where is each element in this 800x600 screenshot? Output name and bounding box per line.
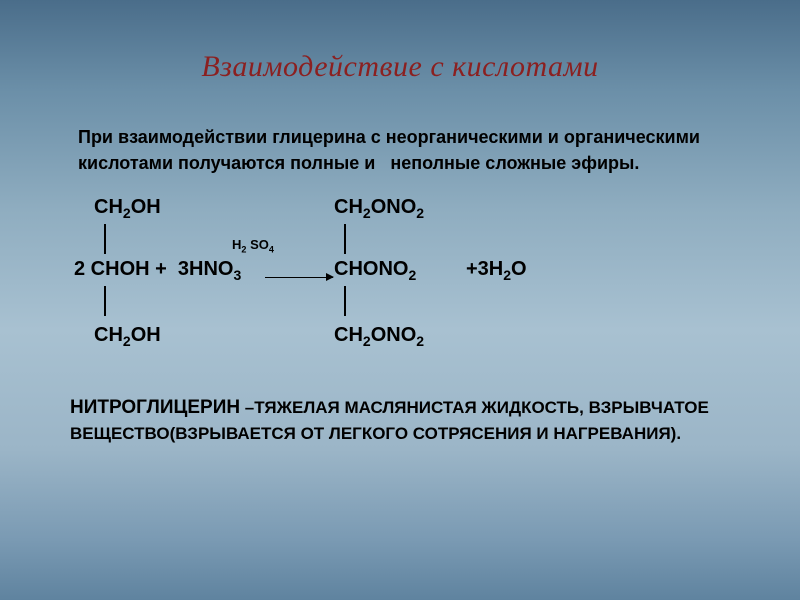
equation-block: CH2OH CH2ONO2 Н2 SO4 2 CHOH + 3HNO3 CHON… bbox=[48, 192, 752, 352]
catalyst-label: Н2 SO4 bbox=[232, 237, 274, 255]
bond-icon bbox=[104, 224, 106, 254]
eq-row-bond-2 bbox=[74, 286, 752, 316]
slide: Взаимодействие с кислотами При взаимодей… bbox=[0, 0, 800, 466]
product-top: CH2ONO2 bbox=[334, 196, 452, 221]
product-mid: CHONO2 bbox=[334, 258, 452, 283]
eq-row-1: CH2OH CH2ONO2 bbox=[74, 192, 752, 224]
slide-title: Взаимодействие с кислотами bbox=[48, 50, 752, 84]
glycerol-bottom: CH2OH bbox=[94, 324, 192, 349]
bond-cell bbox=[334, 286, 452, 316]
bond-icon bbox=[104, 286, 106, 316]
bond-icon bbox=[344, 224, 346, 254]
product-bottom: CH2ONO2 bbox=[334, 324, 452, 349]
description: НИТРОГЛИЦЕРИН –ТЯЖЕЛАЯ МАСЛЯНИСТАЯ ЖИДКО… bbox=[48, 394, 752, 446]
bond-icon bbox=[344, 286, 346, 316]
glycerol-top: CH2OH bbox=[94, 196, 192, 221]
eq-row-bottom: CH2OH CH2ONO2 bbox=[74, 320, 752, 352]
bond-cell bbox=[334, 224, 452, 254]
intro-text: При взаимодействии глицерина с неорганич… bbox=[48, 124, 752, 176]
eq-row-center: 2 CHOH + 3HNO3 CHONO2 +3H2O bbox=[74, 254, 752, 286]
bond-cell bbox=[94, 224, 192, 254]
water: +3H2O bbox=[466, 258, 527, 283]
reactants: 2 CHOH + 3HNO3 bbox=[74, 258, 334, 283]
arrow-icon bbox=[265, 277, 333, 279]
eq-row-bond-1: Н2 SO4 bbox=[74, 224, 752, 254]
compound-name: НИТРОГЛИЦЕРИН bbox=[70, 397, 240, 418]
bond-cell bbox=[94, 286, 192, 316]
